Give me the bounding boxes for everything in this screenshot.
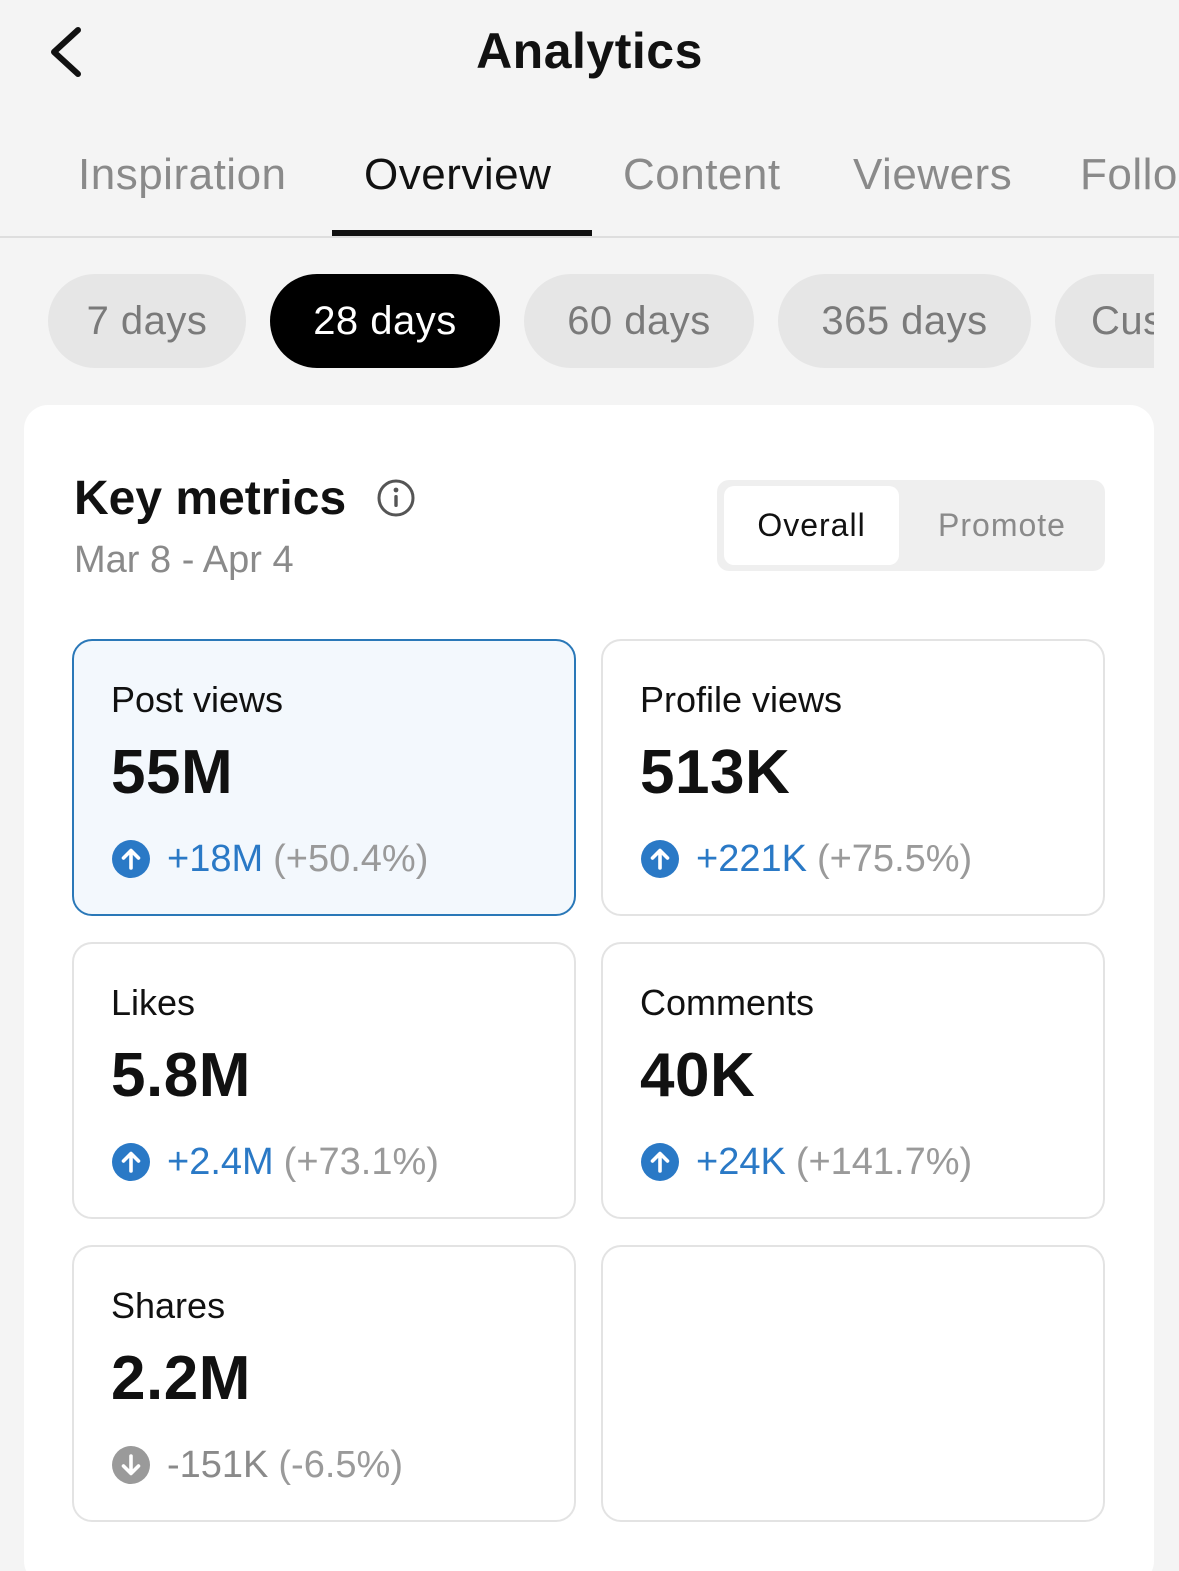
metric-value: 5.8M — [111, 1041, 251, 1110]
metric-delta: +24K — [696, 1140, 786, 1183]
metric-label: Comments — [640, 982, 815, 1023]
metric-tile-post-views[interactable]: Post views 55M +18M (+50.4%) — [72, 639, 576, 916]
tab-viewers[interactable]: Viewers — [853, 150, 1013, 199]
metric-label: Shares — [111, 1285, 226, 1326]
toggle-promote[interactable]: Promote — [938, 507, 1066, 543]
metric-value: 513K — [640, 738, 791, 807]
toggle-overall[interactable]: Overall — [724, 486, 899, 565]
metric-delta-percent: (+73.1%) — [283, 1140, 439, 1183]
page-title: Analytics — [476, 23, 703, 79]
active-tab-indicator — [332, 230, 592, 236]
metric-delta: +221K — [696, 837, 807, 880]
arrow-up-circle-icon — [112, 840, 150, 878]
arrow-up-circle-icon — [112, 1143, 150, 1181]
tab-content[interactable]: Content — [623, 150, 781, 199]
metric-tile-shares[interactable]: Shares 2.2M -151K (-6.5%) — [72, 1245, 576, 1522]
key-metrics-title: Key metrics — [74, 472, 347, 525]
metric-change: +221K (+75.5%) — [640, 837, 972, 881]
metric-value: 55M — [111, 738, 234, 807]
metric-delta-percent: (+75.5%) — [816, 837, 973, 880]
period-selector: 7 days 28 days 60 days 365 days Cus — [0, 274, 1154, 370]
period-28-days[interactable]: 28 days — [270, 274, 500, 368]
metric-tile-comments[interactable]: Comments 40K +24K (+141.7%) — [601, 942, 1105, 1219]
arrow-down-circle-icon — [112, 1446, 150, 1484]
tab-bar: Inspiration Overview Content Viewers Fol… — [0, 130, 1179, 238]
metric-value: 40K — [640, 1041, 756, 1110]
tab-inspiration[interactable]: Inspiration — [78, 150, 287, 199]
metric-value: 2.2M — [111, 1344, 251, 1413]
metric-delta-percent: (+50.4%) — [273, 837, 429, 880]
metric-tile-placeholder — [601, 1245, 1105, 1522]
key-metrics-card: Key metrics Mar 8 - Apr 4 Overall Promot… — [24, 405, 1154, 1571]
period-7-days[interactable]: 7 days — [48, 274, 246, 368]
metric-change: -151K (-6.5%) — [111, 1443, 403, 1487]
date-range: Mar 8 - Apr 4 — [74, 539, 294, 581]
overall-promote-toggle: Overall Promote — [717, 480, 1105, 571]
metric-delta-percent: (-6.5%) — [278, 1443, 403, 1486]
metric-label: Likes — [111, 982, 196, 1023]
arrow-up-circle-icon — [641, 840, 679, 878]
metric-delta: +18M — [167, 837, 264, 880]
metric-delta: +2.4M — [167, 1140, 274, 1183]
metric-label: Profile views — [640, 679, 843, 720]
chevron-left-icon — [51, 27, 81, 77]
metric-delta: -151K — [167, 1443, 269, 1486]
tab-overview[interactable]: Overview — [364, 150, 552, 199]
metric-label: Post views — [111, 679, 284, 720]
header: Analytics — [0, 0, 1179, 110]
arrow-up-circle-icon — [641, 1143, 679, 1181]
back-button[interactable] — [40, 22, 96, 82]
period-custom[interactable]: Cus — [1055, 274, 1154, 368]
period-365-days[interactable]: 365 days — [778, 274, 1031, 368]
metric-change: +18M (+50.4%) — [111, 837, 428, 881]
metric-tile-profile-views[interactable]: Profile views 513K +221K (+75.5%) — [601, 639, 1105, 916]
metric-tile-likes[interactable]: Likes 5.8M +2.4M (+73.1%) — [72, 942, 576, 1219]
info-icon[interactable] — [376, 478, 416, 518]
tab-followers[interactable]: Follo — [1080, 150, 1178, 199]
period-60-days[interactable]: 60 days — [524, 274, 754, 368]
metric-change: +24K (+141.7%) — [640, 1140, 972, 1184]
metric-delta-percent: (+141.7%) — [795, 1140, 973, 1183]
metric-change: +2.4M (+73.1%) — [111, 1140, 439, 1184]
